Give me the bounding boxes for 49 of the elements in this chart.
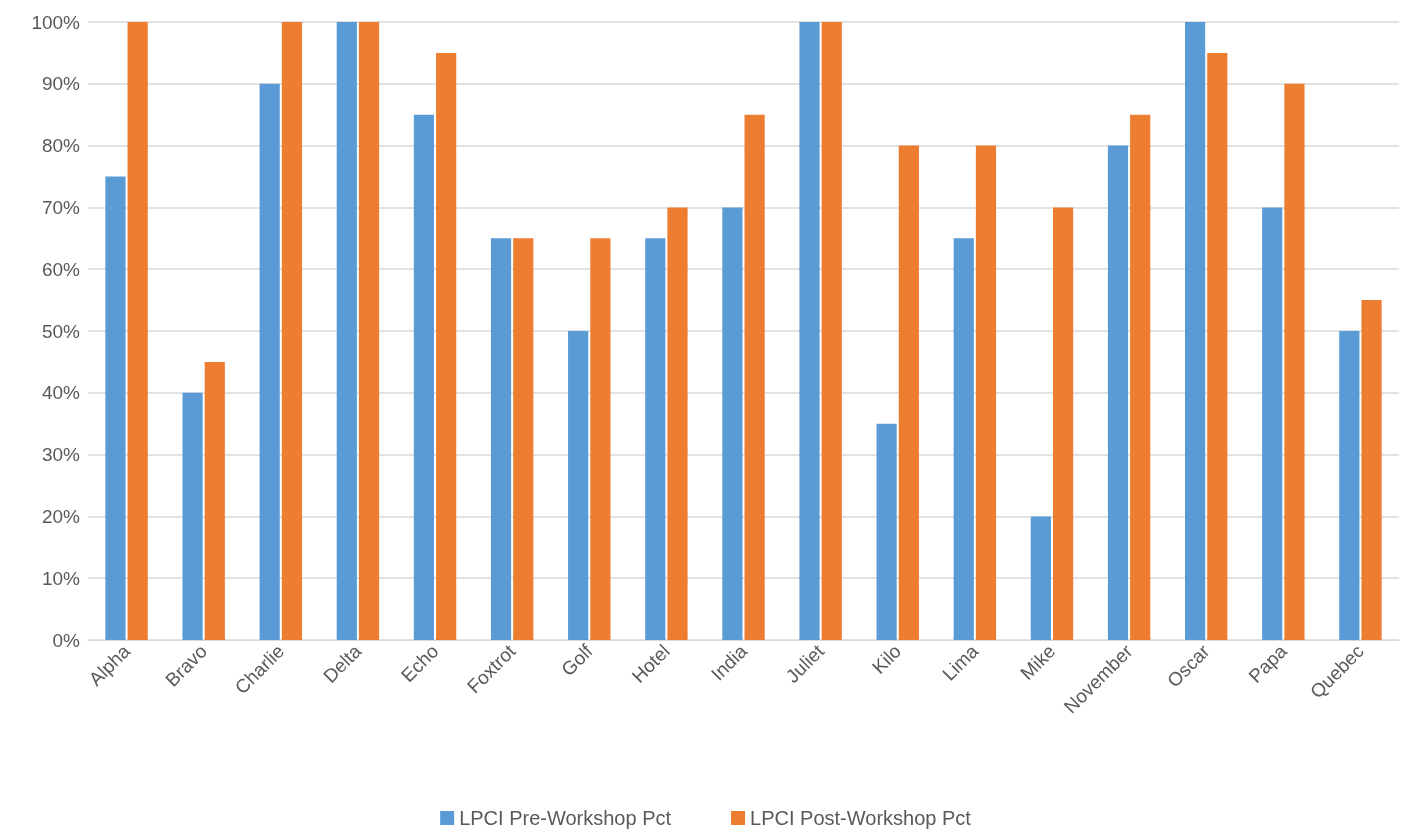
x-tick-label: Kilo <box>867 640 906 678</box>
bar <box>953 238 974 640</box>
bar <box>590 238 611 640</box>
bar <box>358 22 380 640</box>
bar <box>722 207 743 640</box>
bar <box>667 207 688 640</box>
bar <box>645 238 666 640</box>
bar <box>568 331 589 640</box>
bar <box>821 22 842 640</box>
bar <box>1030 516 1051 640</box>
bar <box>1284 83 1305 640</box>
y-tick-label: 20% <box>41 505 81 527</box>
bar <box>182 392 203 640</box>
y-tick-label: 30% <box>41 444 81 466</box>
legend-label: LPCI Pre-Workshop Pct <box>459 807 672 829</box>
y-tick-label: 90% <box>41 73 81 95</box>
bar <box>876 423 897 640</box>
bar <box>1185 22 1206 640</box>
bar <box>281 22 302 640</box>
y-tick-label: 70% <box>41 196 81 218</box>
bar <box>1262 207 1283 640</box>
bar <box>898 145 919 640</box>
y-tick-label: 40% <box>41 382 81 404</box>
bar <box>259 83 280 640</box>
bar <box>413 114 435 640</box>
bar <box>513 238 534 640</box>
bar <box>1361 300 1382 640</box>
y-tick-label: 10% <box>41 567 81 589</box>
bar <box>1207 52 1228 640</box>
bar <box>744 114 765 640</box>
y-tick-label: 60% <box>41 258 81 280</box>
bar <box>1107 145 1129 640</box>
bar <box>204 361 225 640</box>
y-tick-label: 80% <box>41 135 81 157</box>
legend-label: LPCI Post-Workshop Pct <box>750 807 972 829</box>
y-tick-label: 0% <box>52 629 81 651</box>
bar <box>1339 331 1360 640</box>
x-tick-label: Golf <box>557 640 598 681</box>
bar <box>336 22 357 640</box>
bar <box>436 52 457 640</box>
bar <box>105 176 126 640</box>
bar <box>127 22 148 640</box>
bar <box>1130 114 1151 640</box>
y-tick-label: 50% <box>41 320 81 342</box>
bar <box>799 22 820 640</box>
y-tick-label: 100% <box>31 11 81 33</box>
bar <box>1052 207 1074 640</box>
bar <box>975 145 997 640</box>
bar <box>490 238 512 640</box>
